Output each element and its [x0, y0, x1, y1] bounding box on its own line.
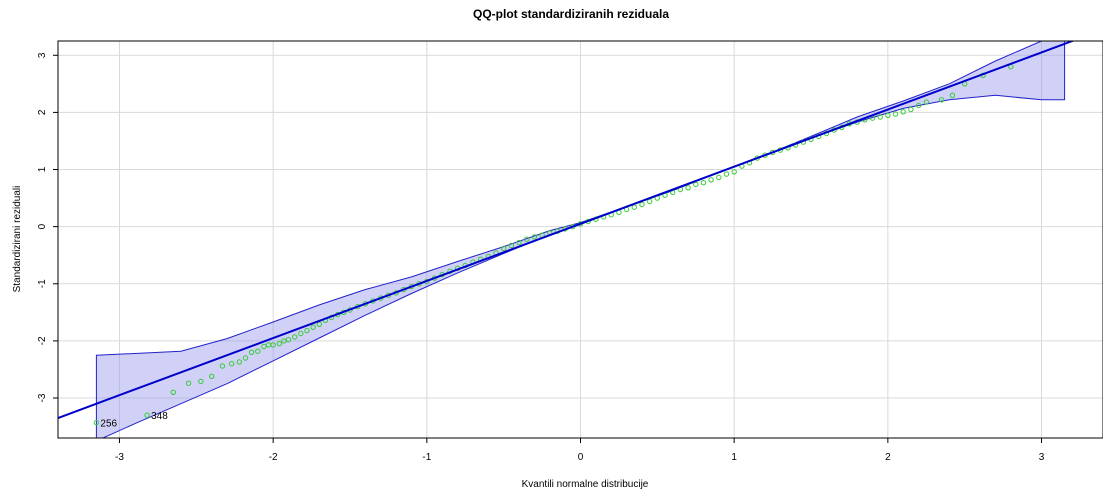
data-point [900, 109, 906, 115]
data-point [304, 327, 310, 334]
data-point [908, 106, 914, 113]
y-tick-label: -3 [37, 393, 48, 402]
data-point [693, 181, 699, 188]
data-point [170, 389, 177, 395]
data-point [236, 359, 243, 365]
data-point [923, 99, 929, 105]
data-point [310, 324, 316, 330]
data-point [885, 112, 891, 119]
data-point [229, 361, 235, 367]
reference-line [58, 41, 1076, 419]
data-point [631, 204, 637, 210]
x-tick-label: 1 [731, 452, 737, 463]
y-tick-label: -2 [37, 336, 48, 345]
x-tick-label: -2 [269, 452, 278, 463]
x-tick-label: -1 [422, 452, 431, 463]
data-point [255, 348, 261, 354]
data-point [242, 355, 249, 361]
data-point [185, 380, 192, 386]
data-point [144, 412, 150, 418]
data-point [93, 419, 100, 426]
data-point [261, 343, 267, 350]
data-point [516, 239, 522, 246]
x-tick-label: 0 [578, 452, 584, 463]
data-point [892, 111, 899, 117]
data-point [716, 174, 722, 181]
data-point [708, 177, 714, 183]
y-tick-label: 2 [37, 109, 48, 115]
data-point [219, 363, 226, 369]
data-point [524, 236, 530, 242]
data-point [292, 334, 298, 340]
data-point [877, 114, 883, 120]
data-point [949, 92, 956, 99]
outlier-label: 256 [100, 419, 117, 430]
data-points-layer: 256 348 [93, 64, 1014, 430]
data-point [915, 102, 922, 109]
data-point [508, 242, 514, 249]
y-axis-label: Standardizirani reziduali [12, 186, 23, 293]
reference-line-layer [58, 41, 1076, 419]
data-point [938, 97, 945, 103]
data-point [531, 234, 538, 240]
data-point [198, 378, 204, 385]
data-point [639, 201, 645, 208]
y-axis-ticks: -3 -2 -1 0 1 2 3 [37, 52, 58, 402]
data-point [685, 185, 691, 191]
outlier-label: 348 [151, 411, 168, 422]
grid-lines [58, 41, 1103, 438]
data-point [209, 373, 215, 379]
data-point [248, 349, 255, 355]
x-tick-label: 2 [885, 452, 891, 463]
x-axis-ticks: -3 -2 -1 0 1 2 3 [115, 438, 1045, 463]
data-point [285, 337, 292, 343]
data-point [501, 245, 507, 252]
x-tick-label: 3 [1039, 452, 1045, 463]
data-point [270, 342, 276, 348]
data-point [647, 198, 653, 205]
data-point [276, 341, 282, 347]
x-tick-label: -3 [115, 452, 124, 463]
y-tick-label: -1 [37, 279, 48, 288]
data-point [298, 330, 304, 337]
y-tick-label: 3 [37, 52, 48, 58]
data-point [700, 180, 707, 186]
chart-title: QQ-plot standardiziranih reziduala [473, 7, 669, 21]
y-tick-label: 0 [37, 223, 48, 229]
data-point [731, 169, 737, 175]
data-point [316, 321, 322, 327]
x-axis-label: Kvantili normalne distribucije [522, 479, 649, 490]
y-tick-label: 1 [37, 166, 48, 172]
data-point [723, 171, 730, 177]
